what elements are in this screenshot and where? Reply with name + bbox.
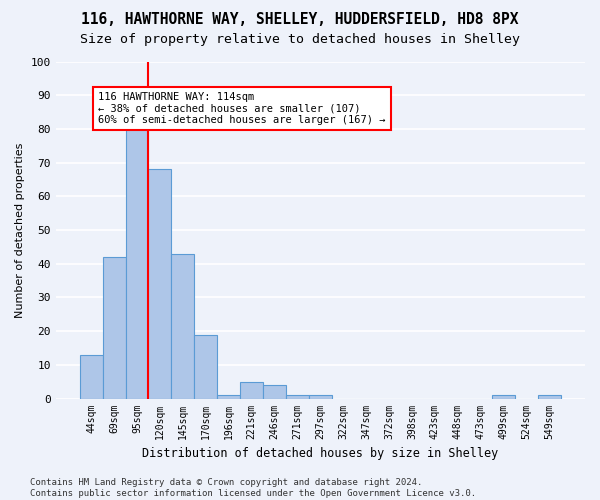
Bar [194, 334, 217, 398]
Bar [263, 385, 286, 398]
Bar [286, 395, 309, 398]
Bar [217, 395, 240, 398]
Bar [103, 257, 125, 398]
Bar [492, 395, 515, 398]
Bar [538, 395, 561, 398]
Bar [172, 254, 194, 398]
Bar [148, 170, 172, 398]
Bar [240, 382, 263, 398]
Bar [80, 354, 103, 399]
Text: 116, HAWTHORNE WAY, SHELLEY, HUDDERSFIELD, HD8 8PX: 116, HAWTHORNE WAY, SHELLEY, HUDDERSFIEL… [81, 12, 519, 28]
Text: Contains HM Land Registry data © Crown copyright and database right 2024.
Contai: Contains HM Land Registry data © Crown c… [30, 478, 476, 498]
X-axis label: Distribution of detached houses by size in Shelley: Distribution of detached houses by size … [142, 447, 499, 460]
Text: Size of property relative to detached houses in Shelley: Size of property relative to detached ho… [80, 34, 520, 46]
Y-axis label: Number of detached properties: Number of detached properties [15, 142, 25, 318]
Text: 116 HAWTHORNE WAY: 114sqm
← 38% of detached houses are smaller (107)
60% of semi: 116 HAWTHORNE WAY: 114sqm ← 38% of detac… [98, 92, 386, 125]
Bar [309, 395, 332, 398]
Bar [125, 126, 148, 398]
